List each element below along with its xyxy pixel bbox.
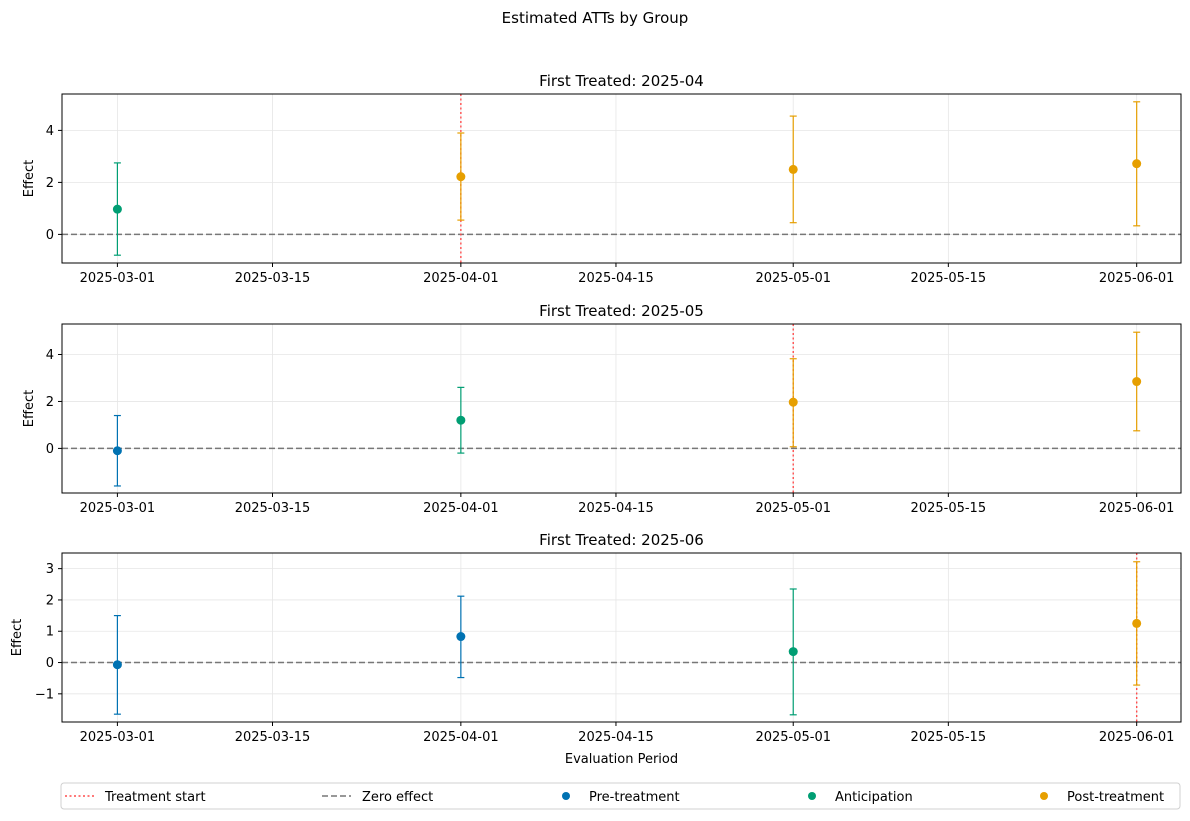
- data-point: [112, 660, 122, 670]
- y-tick-label: −1: [35, 687, 54, 702]
- axes-frame: [61, 323, 1182, 494]
- data-point: [788, 397, 798, 407]
- legend-label: Pre-treatment: [589, 790, 680, 805]
- x-tick-label: 2025-03-15: [235, 730, 311, 745]
- legend-swatch: [562, 792, 570, 800]
- data-point-group: [788, 358, 798, 448]
- x-tick-label: 2025-06-01: [1099, 271, 1175, 286]
- axes-frame: [61, 93, 1182, 264]
- data-point-group: [1132, 101, 1142, 227]
- data-point: [1132, 618, 1142, 628]
- panel-title: First Treated: 2025-05: [539, 302, 704, 320]
- x-tick-label: 2025-04-01: [423, 730, 499, 745]
- data-point-group: [112, 614, 122, 715]
- x-tick-label: 2025-04-15: [578, 730, 654, 745]
- data-point: [1132, 159, 1142, 169]
- legend: Treatment start Zero effect Pre-treatment A…: [60, 782, 1181, 810]
- legend-label: Anticipation: [835, 790, 913, 805]
- y-tick-label: 4: [46, 348, 54, 363]
- data-point-group: [788, 588, 798, 716]
- x-tick-label: 2025-06-01: [1099, 501, 1175, 516]
- data-point-group: [788, 115, 798, 224]
- figure-title: Estimated ATTs by Group: [502, 9, 689, 27]
- x-tick-label: 2025-05-15: [911, 501, 987, 516]
- data-point-group: [112, 414, 122, 487]
- y-tick-label: 0: [46, 656, 54, 671]
- data-point: [112, 446, 122, 456]
- data-point-group: [456, 386, 466, 454]
- panel-2: 2025-03-01 2025-03-15 2025-04-01 2025-04-15…: [22, 302, 1182, 516]
- legend-item: Post-treatment: [1040, 790, 1164, 805]
- x-tick-label: 2025-05-15: [911, 271, 987, 286]
- x-tick-label: 2025-05-01: [755, 271, 831, 286]
- panels: 2025-03-01 2025-03-15 2025-04-01 2025-04-15…: [10, 72, 1182, 767]
- y-tick-label: 2: [46, 593, 54, 608]
- y-tick-label: 4: [46, 124, 54, 139]
- data-point-group: [456, 132, 466, 221]
- x-tick-label: 2025-03-15: [235, 271, 311, 286]
- data-point: [1132, 377, 1142, 387]
- panel-title: First Treated: 2025-04: [539, 72, 704, 90]
- legend-item: Treatment start: [65, 790, 206, 805]
- x-tick-label: 2025-03-01: [80, 730, 156, 745]
- legend-swatch: [1040, 792, 1048, 800]
- y-axis-label: Effect: [10, 619, 25, 656]
- data-point-group: [112, 162, 122, 256]
- x-tick-label: 2025-04-15: [578, 501, 654, 516]
- legend-label: Treatment start: [104, 790, 206, 805]
- legend-frame: [60, 782, 1181, 810]
- x-tick-label: 2025-06-01: [1099, 730, 1175, 745]
- data-point: [788, 647, 798, 657]
- y-tick-label: 3: [46, 562, 54, 577]
- x-tick-label: 2025-03-01: [80, 501, 156, 516]
- legend-label: Zero effect: [362, 790, 433, 805]
- data-point: [456, 172, 466, 182]
- data-point-group: [1132, 561, 1142, 686]
- legend-swatch: [808, 792, 816, 800]
- axes-frame: [61, 552, 1182, 723]
- x-tick-label: 2025-04-01: [423, 501, 499, 516]
- data-point: [456, 632, 466, 642]
- legend-item: Zero effect: [322, 790, 433, 805]
- data-point-group: [1132, 331, 1142, 432]
- x-tick-label: 2025-05-01: [755, 730, 831, 745]
- x-tick-label: 2025-05-01: [755, 501, 831, 516]
- data-point: [456, 415, 466, 425]
- x-tick-label: 2025-05-15: [911, 730, 987, 745]
- data-point: [788, 164, 798, 174]
- legend-item: Pre-treatment: [562, 790, 680, 805]
- y-tick-label: 0: [46, 228, 54, 243]
- panel-title: First Treated: 2025-06: [539, 531, 704, 549]
- data-point: [112, 204, 122, 214]
- y-tick-label: 1: [46, 625, 54, 640]
- y-axis-label: Effect: [22, 390, 37, 427]
- y-tick-label: 2: [46, 176, 54, 191]
- panel-1: 2025-03-01 2025-03-15 2025-04-01 2025-04-15…: [22, 72, 1182, 286]
- x-tick-label: 2025-03-01: [80, 271, 156, 286]
- x-axis-label: Evaluation Period: [565, 752, 678, 767]
- x-tick-label: 2025-03-15: [235, 501, 311, 516]
- x-tick-label: 2025-04-15: [578, 271, 654, 286]
- panel-3: 2025-03-01 2025-03-15 2025-04-01 2025-04-15…: [10, 531, 1182, 767]
- x-tick-label: 2025-04-01: [423, 271, 499, 286]
- y-tick-label: 2: [46, 395, 54, 410]
- legend-item: Anticipation: [808, 790, 913, 805]
- y-tick-label: 0: [46, 442, 54, 457]
- data-point-group: [456, 595, 466, 679]
- legend-label: Post-treatment: [1067, 790, 1164, 805]
- y-axis-label: Effect: [22, 160, 37, 197]
